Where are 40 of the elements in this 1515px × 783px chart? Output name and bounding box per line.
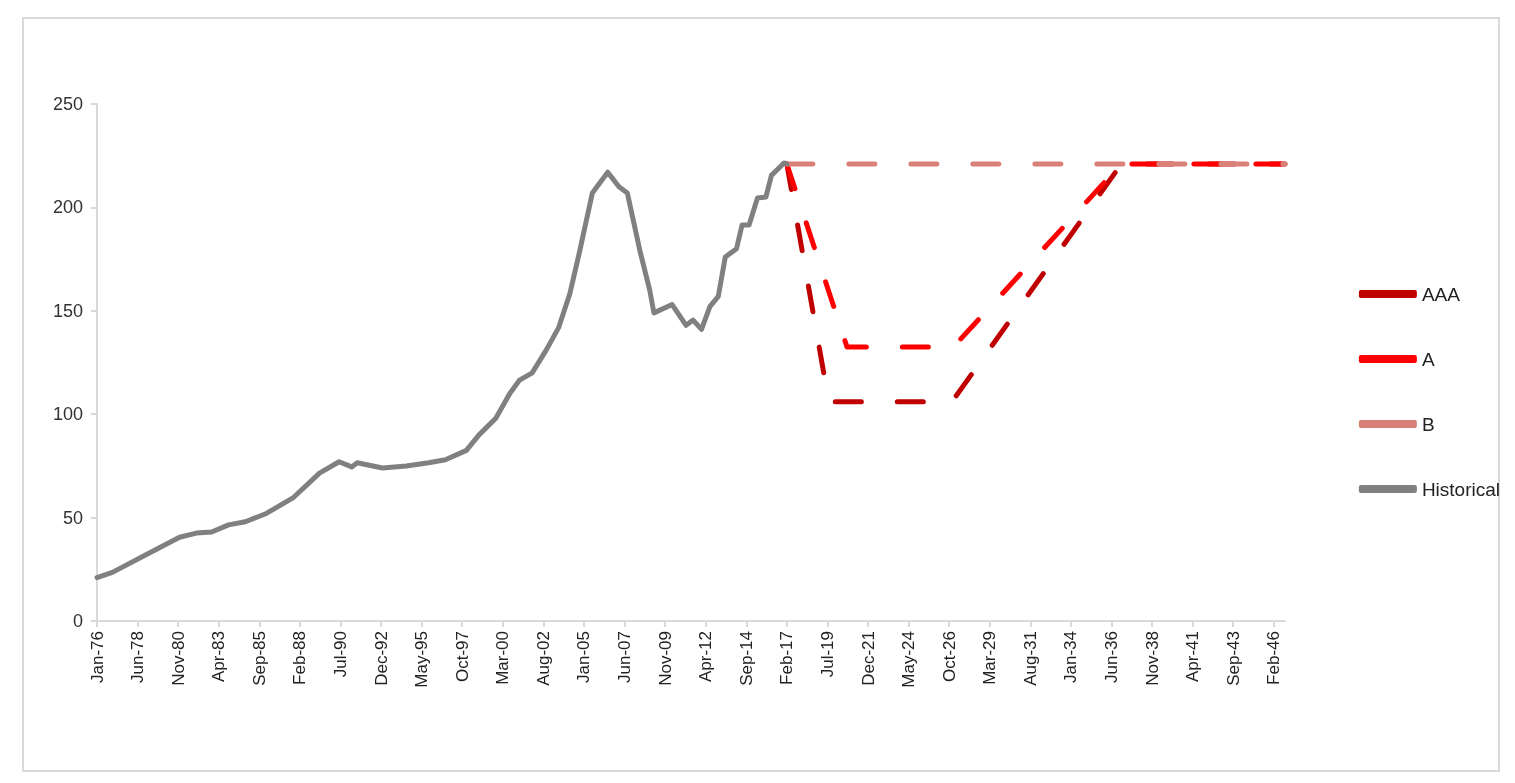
x-tick-label: Oct-26 xyxy=(939,631,959,683)
x-tick-label: Jun-07 xyxy=(615,631,635,683)
x-tick-label: Apr-41 xyxy=(1183,631,1203,683)
x-tick-label: Apr-83 xyxy=(209,631,229,683)
x-tick-label: Sep-85 xyxy=(249,631,269,686)
x-tick-label: Feb-88 xyxy=(290,631,310,685)
x-tick-label: Nov-80 xyxy=(168,631,188,686)
x-tick-label: May-95 xyxy=(412,631,432,688)
x-tick-label: Feb-46 xyxy=(1264,631,1284,685)
x-tick-label: Dec-21 xyxy=(858,631,878,686)
x-tick-label: Jun-78 xyxy=(128,631,148,683)
x-tick-label: Feb-17 xyxy=(777,631,797,685)
x-tick-label: Jan-34 xyxy=(1061,631,1081,683)
x-tick-label: Nov-38 xyxy=(1142,631,1162,686)
y-tick-label: 250 xyxy=(52,94,83,114)
x-tick-label: Aug-31 xyxy=(1020,631,1040,686)
legend-label: A xyxy=(1421,348,1435,370)
x-tick-label: Sep-14 xyxy=(736,631,756,686)
x-tick-label: Aug-02 xyxy=(533,631,553,686)
x-tick-label: Jan-76 xyxy=(87,631,107,683)
x-tick-label: Jun-36 xyxy=(1101,631,1121,683)
x-tick-label: Oct-97 xyxy=(452,631,472,683)
x-tick-label: Dec-92 xyxy=(371,631,391,686)
legend-label: Historical xyxy=(1421,478,1500,500)
y-tick-label: 50 xyxy=(62,507,83,528)
y-tick-label: 150 xyxy=(52,300,83,321)
x-tick-label: Sep-43 xyxy=(1223,631,1243,686)
legend-label: AAA xyxy=(1421,283,1461,305)
x-tick-label: Mar-00 xyxy=(493,631,513,685)
y-tick-label: 0 xyxy=(72,611,83,631)
x-tick-label: Apr-12 xyxy=(696,631,716,683)
y-tick-label: 100 xyxy=(52,404,83,425)
x-tick-label: Jul-90 xyxy=(330,631,350,678)
y-tick-label: 200 xyxy=(52,197,83,218)
x-tick-label: Nov-09 xyxy=(655,631,675,686)
x-tick-label: Jan-05 xyxy=(574,631,594,683)
x-tick-label: Mar-29 xyxy=(980,631,1000,685)
x-tick-label: May-24 xyxy=(899,631,919,688)
x-tick-label: Jul-19 xyxy=(817,631,837,678)
legend-label: B xyxy=(1421,413,1435,435)
